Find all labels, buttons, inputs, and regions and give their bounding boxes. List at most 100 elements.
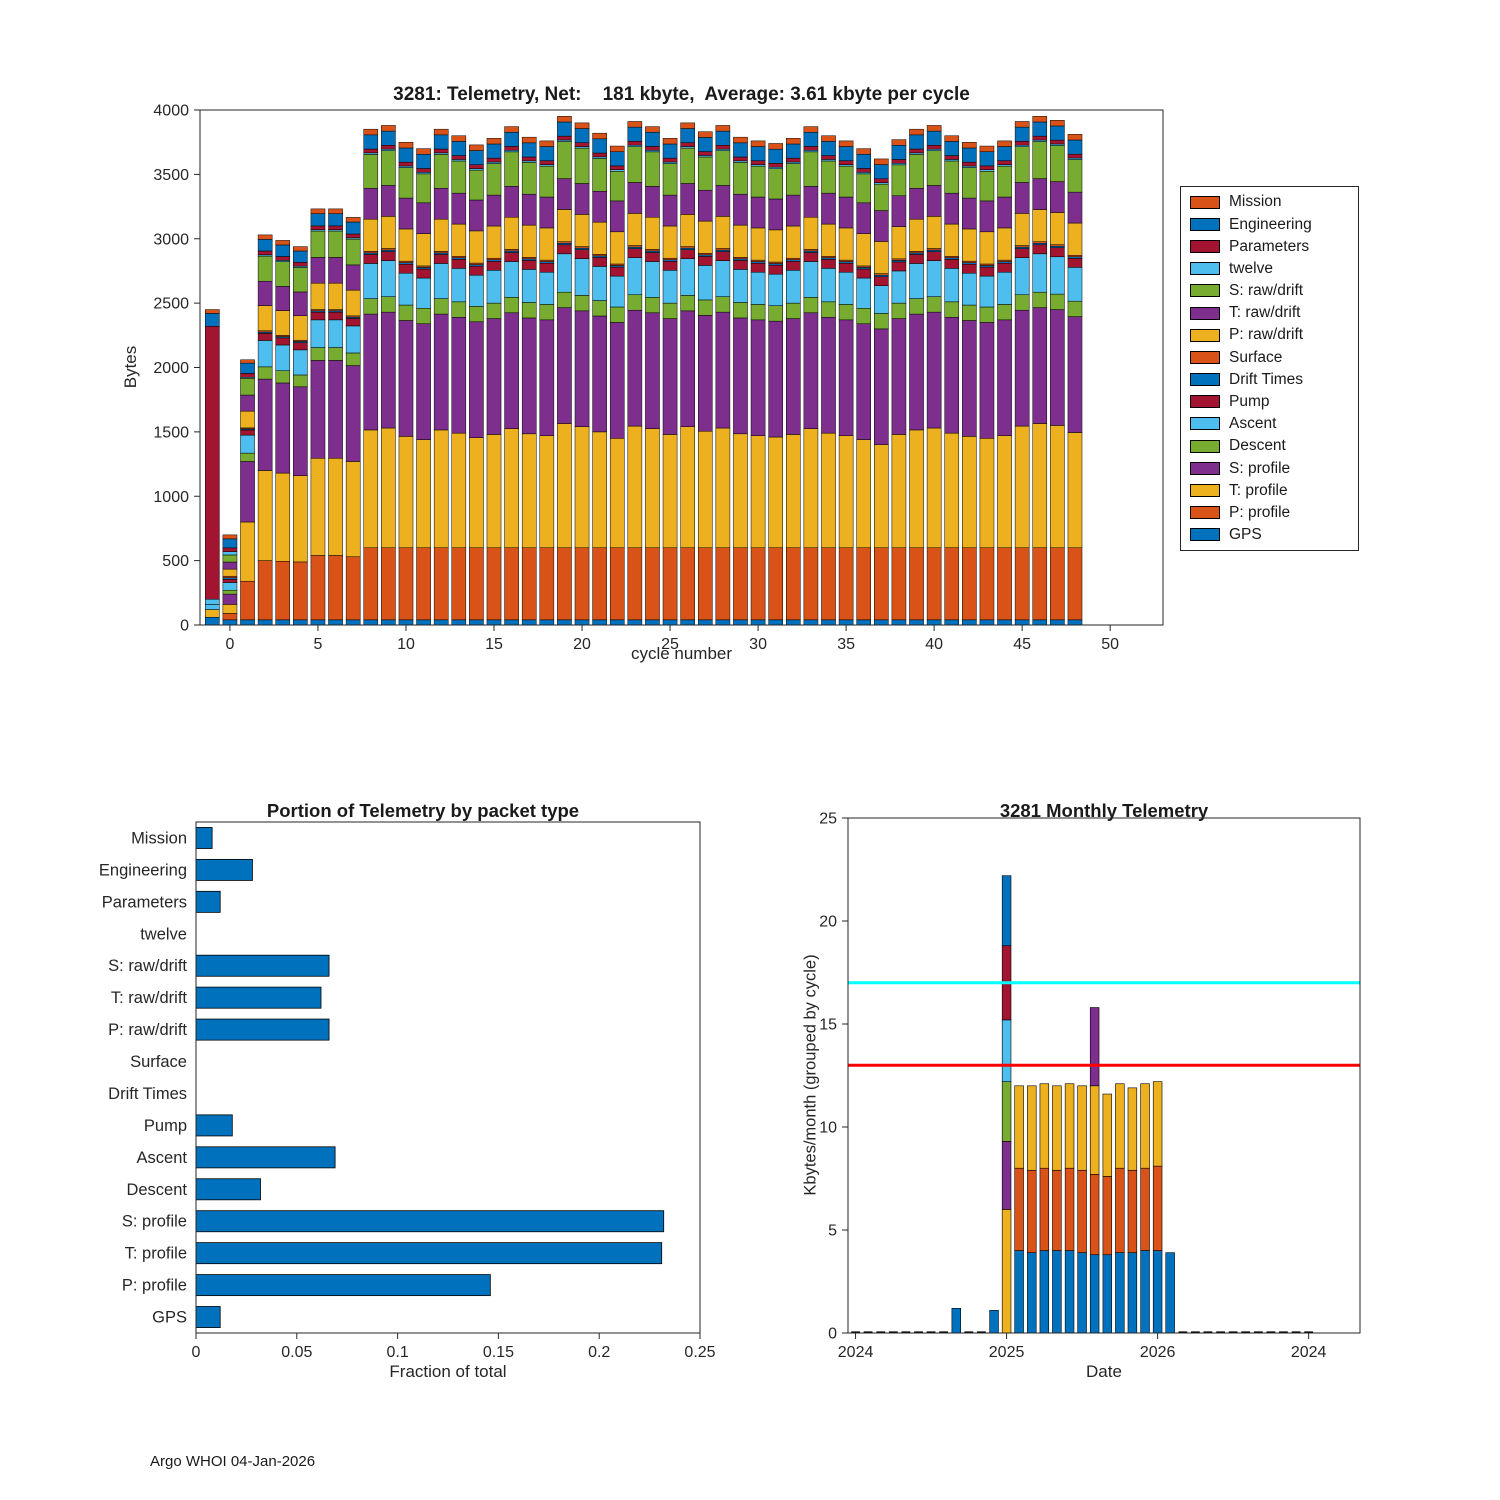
bar-segment-t-raw-drift (838, 196, 854, 229)
bar-segment-descent (328, 347, 343, 361)
legend-item: S: raw/drift (1181, 280, 1358, 302)
bar-segment-mission (786, 138, 801, 145)
monthly-bar-segment (1165, 1252, 1175, 1334)
bar-segment-parameters (821, 155, 836, 160)
bar-segment-s-profile (979, 322, 995, 439)
bar-segment-t-raw-drift (293, 291, 308, 316)
bar-segment-s-raw-drift (909, 154, 924, 189)
bar-segment-parameters (662, 157, 678, 163)
bar-segment-p-raw-drift (521, 224, 537, 258)
zero-month-dash (863, 1331, 873, 1333)
category-label: Parameters (102, 893, 187, 911)
bar-segment-parameters (257, 250, 273, 256)
bar-segment-p-profile (310, 555, 326, 621)
bar-segment-s-raw-drift (398, 167, 414, 199)
bar-segment-pump (521, 260, 537, 270)
bar-segment-s-profile (363, 313, 379, 431)
legend-label: P: profile (1229, 503, 1291, 521)
bar-segment-ascent (1032, 253, 1048, 293)
bar-segment-t-profile (627, 425, 643, 548)
bar-segment-mission (416, 148, 431, 155)
bar-segment-pump (557, 244, 572, 255)
bar-segment-p-profile (874, 547, 889, 621)
bar-segment-ascent (662, 270, 678, 304)
bar-segment-ascent (222, 582, 238, 591)
y-tick-label: 4000 (153, 103, 189, 120)
bar-segment-s-profile (486, 318, 502, 435)
bar-segment-ascent (697, 265, 713, 301)
bar-segment-t-profile (416, 439, 431, 549)
bar-segment-engineering (433, 134, 449, 150)
bar-segment-engineering (979, 151, 995, 167)
bar-segment-parameters (768, 163, 783, 168)
zero-month-dash (851, 1331, 860, 1333)
legend-item: twelve (1181, 258, 1358, 280)
zero-month-dash (1203, 1331, 1213, 1333)
bar-segment-engineering (539, 146, 555, 161)
bar-segment-s-profile (557, 307, 572, 424)
bar-segment-t-raw-drift (486, 194, 502, 227)
bar-segment-p-profile (592, 547, 607, 621)
bar-segment-mission (1032, 116, 1048, 123)
bar-segment-mission (627, 121, 643, 128)
bar-segment-ascent (451, 268, 467, 303)
plot-border (195, 821, 701, 1334)
bar-segment-t-raw-drift (962, 197, 977, 230)
portion-chart-xlabel: Fraction of total (389, 1362, 507, 1381)
bar-segment-mission (926, 125, 942, 132)
x-tick-label: 0.25 (684, 1344, 715, 1361)
bar-segment-p-profile (962, 547, 977, 621)
zero-month-dash (976, 1331, 986, 1333)
bar-segment-t-profile (1032, 423, 1048, 549)
bar-segment-mission (381, 125, 396, 132)
monthly-bar-segment (1127, 1252, 1138, 1334)
bar-segment-gps (1014, 619, 1030, 626)
bar-segment-parameters (926, 145, 942, 150)
bar-segment-t-profile (944, 432, 960, 549)
bar-segment-mission (293, 246, 308, 252)
bar-segment-t-profile (504, 428, 519, 548)
monthly-bar-segment (1140, 1250, 1150, 1334)
bar-segment-t-raw-drift (697, 189, 713, 222)
bar-segment-s-raw-drift (856, 173, 872, 204)
bar-segment-descent (416, 308, 431, 324)
bar-segment-mission (539, 140, 555, 147)
bar-segment-engineering (1032, 121, 1048, 137)
legend-swatch-icon (1190, 439, 1220, 453)
legend-swatch-icon (1190, 395, 1220, 409)
x-tick-label: 0.1 (386, 1344, 408, 1361)
bar-segment-t-profile (293, 475, 308, 563)
bar-segment-p-raw-drift (803, 216, 819, 250)
legend-item: S: profile (1181, 457, 1358, 479)
bar-segment-s-profile (592, 315, 607, 433)
bar-segment-gps (909, 619, 924, 626)
bar-segment-t-raw-drift (574, 183, 590, 215)
bar-segment-pump (1032, 244, 1048, 255)
bar-segment-parameters (997, 160, 1012, 165)
bar-segment-p-raw-drift (469, 230, 484, 264)
bar-segment-t-profile (539, 435, 555, 548)
bar-segment-engineering (240, 362, 255, 374)
bar-segment-mission (557, 116, 572, 123)
bar-segment-s-raw-drift (539, 165, 555, 198)
bar-segment-ascent (433, 263, 449, 299)
bar-segment-t-profile (574, 426, 590, 549)
legend-swatch-icon (1190, 328, 1220, 342)
bar-segment-ascent (574, 258, 590, 296)
bar-segment-p-raw-drift (768, 229, 783, 263)
y-tick-label: 3500 (153, 167, 189, 184)
bar-segment-p-profile (733, 547, 748, 621)
bar-segment-engineering (821, 141, 836, 156)
bar-segment-s-raw-drift (997, 165, 1012, 198)
monthly-bar-segment (1052, 1250, 1062, 1334)
bar-segment-engineering (574, 128, 590, 143)
bar-segment-pump (715, 251, 731, 261)
telemetry-by-cycle-chart: 0 5 10 15 20 25 30 35 40 45 5005001000150020002500… (153, 103, 1164, 653)
bar-segment-s-raw-drift (645, 151, 660, 187)
monthly-bar-segment (1064, 1250, 1075, 1334)
monthly-bar-segment (1014, 1167, 1024, 1251)
bar-segment-gps (803, 619, 819, 626)
bar-segment-s-raw-drift (680, 147, 695, 184)
fraction-bar-engineering (195, 858, 253, 881)
bar-segment-gps (627, 619, 643, 626)
